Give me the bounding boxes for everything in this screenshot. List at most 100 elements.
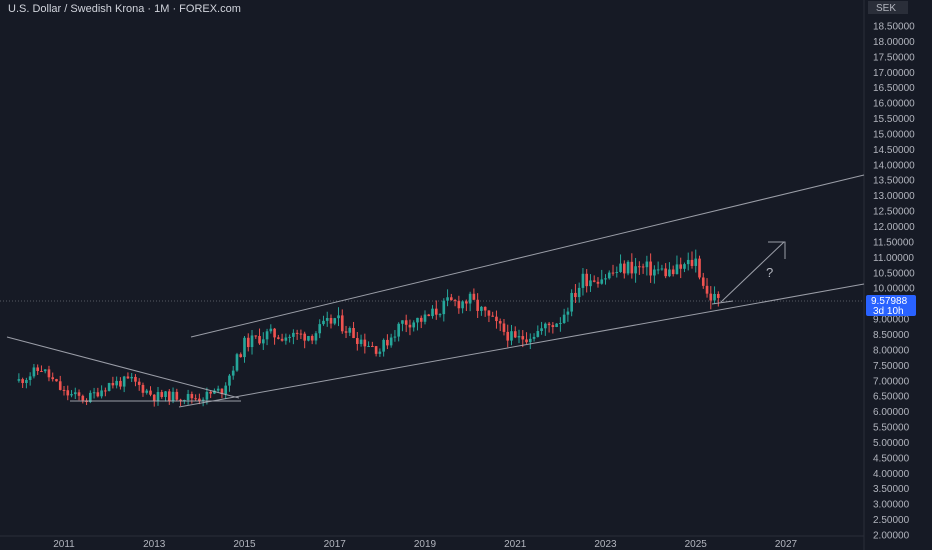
candle-body xyxy=(382,339,385,352)
candle-body xyxy=(25,380,28,384)
candle-body xyxy=(186,393,190,401)
price-tick-label: 8.00000 xyxy=(873,345,910,356)
candle-body xyxy=(528,338,532,343)
candle-body xyxy=(694,258,698,266)
candle-body xyxy=(292,332,295,337)
candle-body xyxy=(137,381,141,385)
candle-body xyxy=(374,346,378,354)
candle-body xyxy=(201,399,205,401)
candle-body xyxy=(495,316,498,322)
price-tick-label: 3.00000 xyxy=(873,500,910,511)
candle-body xyxy=(453,300,457,302)
candle-body xyxy=(671,269,675,275)
candle-body xyxy=(352,327,355,339)
time-tick-label: 2015 xyxy=(233,539,256,550)
candle-body xyxy=(615,271,619,273)
channel-upper-line[interactable] xyxy=(190,174,865,338)
candle-body xyxy=(303,333,306,341)
candle-body xyxy=(630,261,634,274)
symbol-title[interactable]: U.S. Dollar / Swedish Krona · 1M · FOREX… xyxy=(8,3,241,15)
drawings[interactable] xyxy=(6,174,865,408)
time-tick-label: 2027 xyxy=(775,539,798,550)
candle-body xyxy=(638,266,641,268)
candle-body xyxy=(668,269,671,277)
candle-body xyxy=(457,300,461,309)
candle-body xyxy=(641,266,645,268)
candle-body xyxy=(442,300,446,315)
candle-body xyxy=(619,263,622,272)
candle-body xyxy=(491,315,495,317)
candle-body xyxy=(246,337,250,348)
candle-body xyxy=(408,324,412,328)
candle-body xyxy=(149,390,152,395)
candle-body xyxy=(77,392,81,396)
candle-body xyxy=(510,331,513,341)
candle-body xyxy=(404,320,408,325)
candle-body xyxy=(423,314,427,322)
candle-body xyxy=(333,318,337,324)
candle-body xyxy=(261,339,265,344)
candle-body xyxy=(626,261,630,274)
candle-body xyxy=(194,398,197,400)
candle-body xyxy=(461,301,464,309)
candle-body xyxy=(562,314,566,323)
candle-body xyxy=(596,281,600,284)
candle-body xyxy=(581,273,585,288)
price-tick-label: 18.00000 xyxy=(873,37,915,48)
last-price-tag[interactable] xyxy=(866,295,916,316)
candle-body xyxy=(66,390,70,396)
candle-body xyxy=(363,339,367,347)
candle-body xyxy=(164,391,167,397)
candle-body xyxy=(310,335,314,341)
candle-body xyxy=(367,346,370,348)
candle-body xyxy=(265,331,269,340)
price-tick-label: 2.50000 xyxy=(873,515,910,526)
candle-body xyxy=(325,318,329,321)
candle-body xyxy=(653,269,656,276)
candle-body xyxy=(502,323,506,332)
price-tick-label: 5.00000 xyxy=(873,438,910,449)
price-tick-label: 5.50000 xyxy=(873,423,910,434)
candle-body xyxy=(540,328,543,332)
candle-body xyxy=(111,383,115,386)
price-tick-label: 15.50000 xyxy=(873,114,915,125)
breakout-short-line[interactable] xyxy=(711,300,734,305)
candle-body xyxy=(96,392,100,397)
candle-body xyxy=(498,321,502,324)
candle-body xyxy=(284,337,288,341)
price-tick-label: 6.00000 xyxy=(873,407,910,418)
candle-body xyxy=(32,367,36,377)
candles xyxy=(17,249,720,407)
candle-body xyxy=(21,379,24,384)
descending-trendline[interactable] xyxy=(6,336,240,399)
bar-countdown: 3d 10h xyxy=(873,306,904,317)
candle-body xyxy=(521,336,525,340)
candle-body xyxy=(555,323,558,328)
candle-body xyxy=(686,259,690,265)
price-tick-label: 16.00000 xyxy=(873,99,915,110)
price-tick-label: 7.00000 xyxy=(873,376,910,387)
price-tick-label: 10.00000 xyxy=(873,284,915,295)
candle-body xyxy=(577,287,581,298)
candle-body xyxy=(235,354,239,371)
candle-body xyxy=(36,367,39,372)
candle-body xyxy=(70,394,73,396)
price-tick-label: 2.00000 xyxy=(873,531,910,542)
candle-body xyxy=(216,388,220,391)
candle-body xyxy=(190,393,194,399)
candle-body xyxy=(40,371,43,373)
candle-body xyxy=(295,332,299,334)
time-tick-label: 2023 xyxy=(594,539,617,550)
projection-arrow-line[interactable] xyxy=(720,241,785,303)
projection-arrow-head[interactable] xyxy=(768,241,786,259)
price-axis-panel[interactable] xyxy=(864,0,932,550)
candle-body xyxy=(126,376,130,379)
candle-body xyxy=(604,278,607,280)
price-tick-label: 6.50000 xyxy=(873,392,910,403)
candle-body xyxy=(280,338,284,341)
channel-lower-line[interactable] xyxy=(178,283,865,408)
price-tick-label: 13.00000 xyxy=(873,191,915,202)
candle-body xyxy=(277,337,280,339)
